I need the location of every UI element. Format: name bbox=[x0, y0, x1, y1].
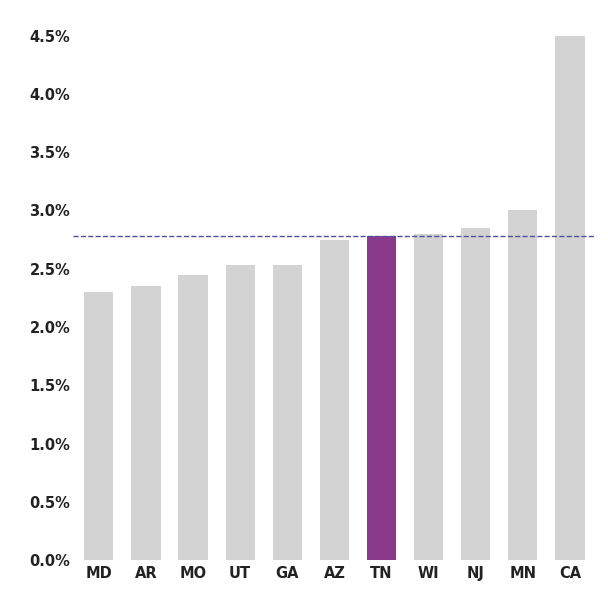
Bar bbox=[131, 286, 161, 560]
Bar bbox=[414, 234, 443, 560]
Bar bbox=[85, 292, 114, 560]
Bar bbox=[367, 236, 396, 560]
Bar bbox=[555, 35, 584, 560]
Bar bbox=[320, 239, 349, 560]
Bar bbox=[508, 211, 537, 560]
Bar bbox=[226, 266, 255, 560]
Bar bbox=[461, 228, 490, 560]
Bar bbox=[179, 275, 208, 560]
Bar bbox=[273, 266, 302, 560]
